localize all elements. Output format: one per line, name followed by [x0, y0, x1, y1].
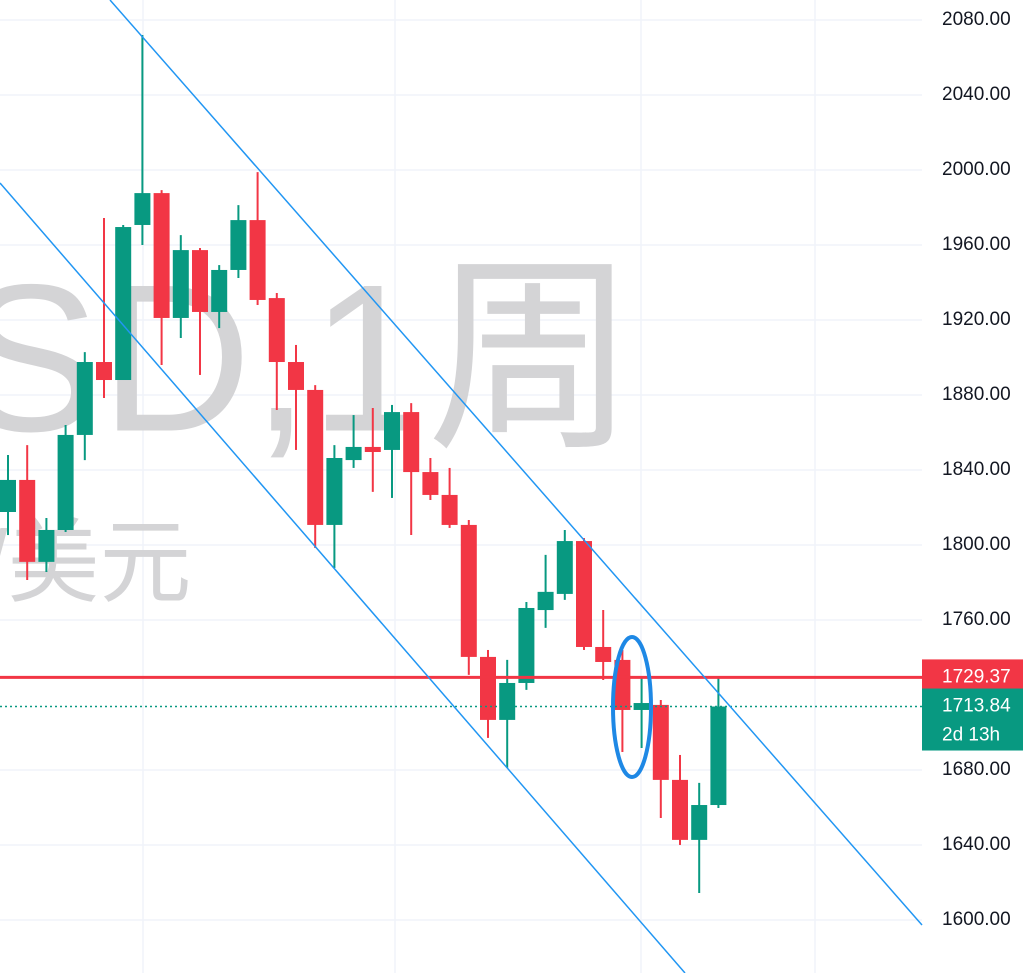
candle-body — [0, 479, 16, 512]
price-label: 1729.37 — [942, 666, 1011, 687]
trend-line — [109, 0, 923, 926]
highlight-ellipse — [611, 635, 653, 779]
candle-body — [57, 434, 74, 530]
y-tick-label: 2080.00 — [942, 9, 1011, 30]
y-tick-label: 1680.00 — [942, 759, 1011, 780]
grid — [0, 0, 922, 973]
price-label: 1713.84 — [942, 696, 1011, 717]
price-label-box — [922, 688, 1023, 751]
candle-body — [652, 704, 669, 780]
y-tick-label: 1880.00 — [942, 384, 1011, 405]
candle-body — [672, 779, 688, 840]
candle-body — [76, 362, 93, 435]
candle-body — [691, 805, 708, 840]
countdown-label: 2d 13h — [942, 725, 1000, 746]
candle-body — [499, 682, 516, 720]
candle-body — [403, 412, 420, 473]
candle-body — [384, 412, 400, 450]
candle-body — [307, 389, 324, 525]
candle-body — [422, 472, 439, 495]
y-tick-label: 1920.00 — [942, 309, 1011, 330]
candle-body — [192, 250, 208, 312]
candle-body — [614, 659, 631, 710]
candle-body — [96, 362, 112, 381]
candle-body — [460, 524, 477, 657]
candle-body — [480, 656, 496, 720]
candle-body — [153, 193, 170, 318]
candle-body — [172, 250, 189, 318]
y-tick-label: 2040.00 — [942, 84, 1011, 105]
candle-body — [537, 591, 554, 611]
y-tick-label: 1840.00 — [942, 459, 1011, 480]
candle-body — [556, 541, 573, 594]
candle-body — [115, 227, 132, 381]
candle-body — [576, 541, 592, 647]
y-tick-label: 2000.00 — [942, 159, 1011, 180]
y-tick-label: 1600.00 — [942, 909, 1011, 930]
candle-body — [345, 446, 362, 461]
candle-body — [595, 646, 612, 662]
candle-body — [249, 220, 266, 300]
candle-body — [19, 479, 36, 562]
candle-body — [364, 446, 381, 453]
y-tick-label: 1640.00 — [942, 834, 1011, 855]
trend-line — [0, 182, 686, 973]
candle-body — [230, 220, 247, 270]
candle-body — [211, 269, 228, 312]
candle-body — [268, 298, 285, 363]
y-tick-label: 1760.00 — [942, 609, 1011, 630]
y-tick-label: 1960.00 — [942, 234, 1011, 255]
candle-body — [134, 193, 151, 225]
candle-body — [326, 458, 343, 525]
candle-body — [441, 494, 458, 525]
candle-body — [710, 706, 727, 806]
candle-body — [38, 529, 55, 562]
candle-body — [288, 362, 304, 390]
y-tick-label: 1800.00 — [942, 534, 1011, 555]
candle-body — [518, 607, 535, 683]
